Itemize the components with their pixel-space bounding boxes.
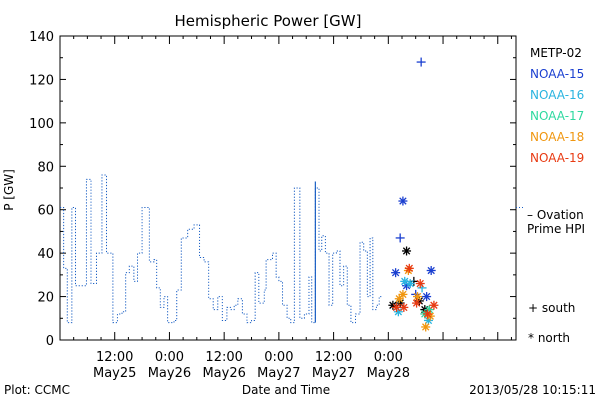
- legend-north-marker: * north: [528, 331, 570, 345]
- legend-noaa-18: NOAA-18: [530, 130, 584, 144]
- footer-timestamp: 2013/05/28 10:15:11: [469, 383, 596, 397]
- x-tick-time: 12:00: [205, 350, 242, 365]
- x-tick-time: 12:00: [96, 350, 133, 365]
- north-point: [421, 322, 431, 332]
- legend-metp-02: METP-02: [530, 46, 582, 60]
- y-tick-label: 0: [46, 334, 54, 349]
- north-point: [404, 263, 414, 273]
- x-tick-date: May27: [257, 366, 300, 381]
- x-axis: 12:00May250:00May2612:00May260:00May2712…: [59, 36, 512, 381]
- legend-noaa-15: NOAA-15: [530, 67, 584, 81]
- ovation-label-line1: – Ovation: [527, 208, 584, 222]
- ovation-series-line: [60, 174, 382, 324]
- satellite-points: [388, 57, 439, 332]
- south-point: [416, 57, 426, 67]
- north-point: [422, 292, 432, 302]
- south-point: [395, 233, 405, 243]
- north-point: [426, 266, 436, 276]
- north-point: [402, 246, 412, 256]
- y-axis-label: P [GW]: [2, 169, 16, 211]
- x-tick-time: 12:00: [315, 350, 352, 365]
- north-point: [413, 292, 423, 302]
- x-tick-date: May26: [148, 366, 191, 381]
- north-point: [423, 309, 433, 319]
- footer-credit: Plot: CCMC: [4, 383, 70, 397]
- x-tick-date: May27: [312, 366, 355, 381]
- plot-frame: [59, 35, 517, 341]
- y-tick-label: 140: [29, 30, 54, 45]
- north-point: [412, 298, 422, 308]
- legend-noaa-17: NOAA-17: [530, 109, 584, 123]
- y-axis: 0 20 40 60 80 100 120 140: [29, 30, 516, 349]
- x-tick-date: May28: [367, 366, 410, 381]
- north-point: [398, 289, 408, 299]
- legend-noaa-16: NOAA-16: [530, 88, 584, 102]
- x-tick-time: 0:00: [155, 350, 184, 365]
- y-tick-label: 120: [29, 73, 54, 88]
- x-axis-label: Date and Time: [242, 383, 330, 397]
- x-tick-time: 0:00: [264, 350, 293, 365]
- satellite-legend: METP-02 NOAA-15 NOAA-16 NOAA-17 NOAA-18 NOAA-…: [530, 46, 584, 165]
- north-point: [398, 196, 408, 206]
- legend-noaa-19: NOAA-19: [530, 151, 584, 165]
- x-tick-date: May26: [202, 366, 245, 381]
- north-point: [391, 268, 401, 278]
- north-point: [405, 279, 415, 289]
- y-tick-label: 20: [37, 291, 54, 306]
- y-tick-label: 80: [37, 160, 54, 175]
- ovation-label-line2: Prime HPI: [527, 222, 585, 236]
- y-tick-label: 60: [37, 204, 54, 219]
- north-point: [429, 300, 439, 310]
- north-point: [399, 302, 409, 312]
- y-tick-label: 40: [37, 247, 54, 262]
- north-point: [415, 279, 425, 289]
- y-tick-label: 100: [29, 117, 54, 132]
- chart-title: Hemispheric Power [GW]: [175, 12, 362, 30]
- x-tick-time: 0:00: [374, 350, 403, 365]
- legend-south-marker: + south: [528, 301, 575, 315]
- x-tick-date: May25: [93, 366, 136, 381]
